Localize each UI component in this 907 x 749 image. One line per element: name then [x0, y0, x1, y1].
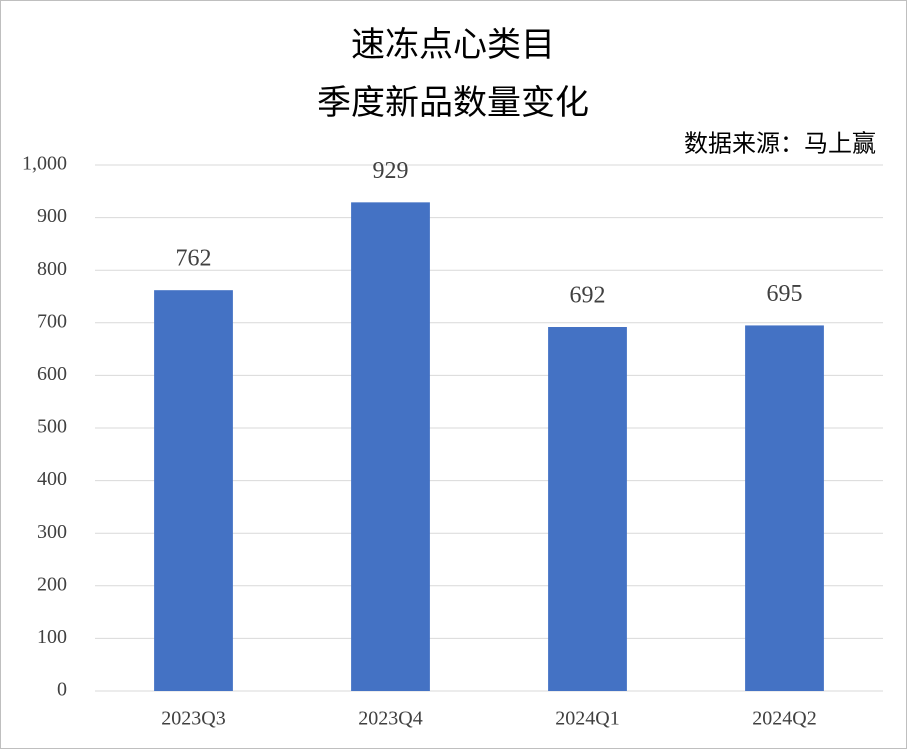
y-tick-label: 700	[37, 310, 67, 332]
y-tick-label: 500	[37, 416, 67, 438]
y-tick-label: 1,000	[22, 153, 67, 175]
data-label: 762	[176, 246, 212, 272]
annotation: 数据来源：马上赢	[684, 131, 876, 158]
y-tick-label: 400	[37, 468, 67, 490]
data-label: 929	[373, 158, 409, 184]
bar	[745, 325, 824, 691]
chart-subtitle: 季度新品数量变化	[317, 84, 589, 122]
data-label: 692	[570, 283, 606, 309]
chart-title: 速冻点心类目	[351, 26, 555, 64]
data-label: 695	[767, 281, 803, 307]
bar	[351, 202, 430, 691]
y-tick-label: 200	[37, 573, 67, 595]
y-tick-label: 600	[37, 363, 67, 385]
y-tick-label: 0	[57, 679, 67, 701]
y-tick-label: 300	[37, 521, 67, 543]
x-tick-label: 2023Q4	[358, 708, 422, 730]
bar	[154, 290, 233, 691]
y-tick-label: 100	[37, 626, 67, 648]
x-tick-label: 2023Q3	[161, 708, 225, 730]
bar	[548, 327, 627, 691]
x-tick-label: 2024Q2	[752, 708, 816, 730]
x-tick-label: 2024Q1	[555, 708, 619, 730]
y-tick-label: 900	[37, 205, 67, 227]
y-tick-label: 800	[37, 258, 67, 280]
